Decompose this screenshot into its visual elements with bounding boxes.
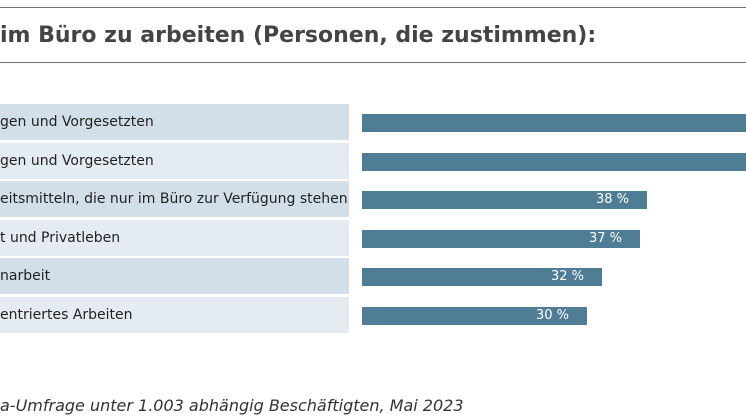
bar: [362, 307, 587, 325]
category-label: gen und Vorgesetzten: [0, 153, 154, 169]
bar: [362, 268, 602, 286]
bar: [362, 230, 640, 248]
top-divider: [0, 7, 746, 8]
row-background: [0, 258, 349, 294]
bar: [362, 191, 647, 209]
source-note: a-Umfrage unter 1.003 abhängig Beschäfti…: [0, 396, 464, 415]
row-background: [0, 297, 349, 333]
value-label: 32 %: [550, 269, 584, 284]
title-divider: [0, 62, 746, 63]
row-background: [0, 104, 349, 140]
value-label: 38 %: [595, 192, 629, 207]
row-background: [0, 181, 349, 217]
chart-title: im Büro zu arbeiten (Personen, die zusti…: [0, 23, 597, 48]
category-label: gen und Vorgesetzten: [0, 114, 154, 130]
bar: [362, 114, 746, 132]
bar: [362, 153, 746, 171]
category-label: narbeit: [0, 268, 51, 284]
row-background: [0, 220, 349, 256]
row-background: [0, 143, 349, 179]
value-label: 30 %: [535, 308, 569, 323]
category-label: eitsmitteln, die nur im Büro zur Verfügu…: [0, 191, 348, 207]
category-label: t und Privatleben: [0, 230, 121, 246]
value-label: 37 %: [588, 231, 622, 246]
category-label: entriertes Arbeiten: [0, 307, 133, 323]
